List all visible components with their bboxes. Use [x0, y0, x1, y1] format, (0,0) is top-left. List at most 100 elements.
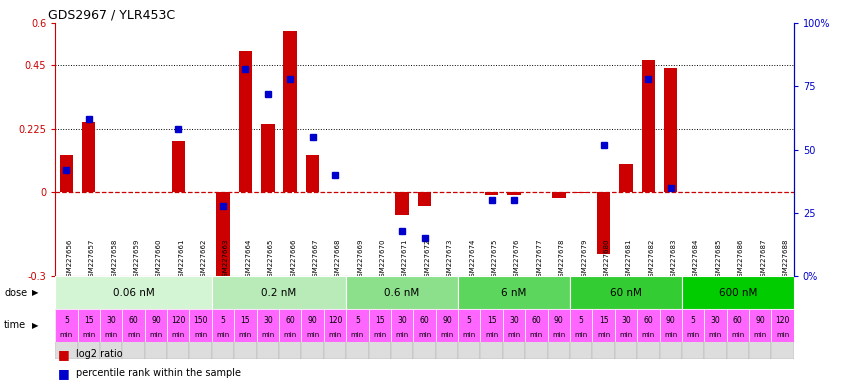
- Bar: [171, 141, 185, 192]
- Text: 60: 60: [285, 316, 295, 325]
- Text: ■: ■: [58, 367, 70, 380]
- Bar: [167, 276, 189, 359]
- Text: GSM227665: GSM227665: [267, 238, 274, 281]
- Text: GSM227656: GSM227656: [66, 238, 72, 281]
- Text: GSM227668: GSM227668: [335, 238, 341, 281]
- Text: GDS2967 / YLR453C: GDS2967 / YLR453C: [48, 9, 175, 22]
- Text: 60: 60: [733, 316, 743, 325]
- Bar: [144, 309, 167, 342]
- Bar: [256, 276, 279, 359]
- Text: min: min: [329, 332, 341, 338]
- Text: 90: 90: [442, 316, 452, 325]
- Bar: [55, 309, 77, 342]
- Text: min: min: [194, 332, 207, 338]
- Bar: [100, 276, 122, 359]
- Text: 30: 30: [621, 316, 631, 325]
- Text: 15: 15: [486, 316, 497, 325]
- Text: min: min: [418, 332, 431, 338]
- Bar: [664, 68, 678, 192]
- Bar: [346, 276, 368, 359]
- Text: 30: 30: [263, 316, 273, 325]
- Bar: [552, 192, 565, 198]
- Text: 60 nM: 60 nM: [610, 288, 642, 298]
- Bar: [593, 276, 615, 359]
- Text: ▶: ▶: [32, 288, 39, 297]
- Bar: [570, 276, 682, 309]
- Text: 0.06 nM: 0.06 nM: [113, 288, 155, 298]
- Text: 90: 90: [151, 316, 160, 325]
- Text: GSM227667: GSM227667: [312, 238, 318, 281]
- Text: GSM227687: GSM227687: [760, 238, 767, 281]
- Bar: [212, 309, 234, 342]
- Text: time: time: [4, 320, 26, 331]
- Text: min: min: [642, 332, 655, 338]
- Text: GSM227685: GSM227685: [716, 238, 722, 281]
- Text: 6 nM: 6 nM: [502, 288, 526, 298]
- Bar: [77, 309, 100, 342]
- Bar: [660, 309, 682, 342]
- Text: GSM227677: GSM227677: [537, 238, 543, 281]
- Text: GSM227669: GSM227669: [357, 238, 363, 281]
- Bar: [122, 276, 144, 359]
- Bar: [458, 309, 481, 342]
- Text: GSM227673: GSM227673: [447, 238, 453, 281]
- Bar: [261, 124, 274, 192]
- Bar: [239, 51, 252, 192]
- Text: 30: 30: [509, 316, 519, 325]
- Bar: [216, 192, 230, 282]
- Bar: [481, 309, 503, 342]
- Bar: [396, 192, 409, 215]
- Bar: [279, 276, 301, 359]
- Text: min: min: [373, 332, 386, 338]
- Text: min: min: [284, 332, 297, 338]
- Bar: [413, 309, 436, 342]
- Text: GSM227684: GSM227684: [693, 238, 699, 281]
- Bar: [682, 309, 705, 342]
- Bar: [418, 192, 431, 206]
- Bar: [436, 276, 458, 359]
- Text: min: min: [441, 332, 453, 338]
- Bar: [212, 276, 346, 309]
- Bar: [234, 276, 256, 359]
- Text: min: min: [530, 332, 543, 338]
- Bar: [481, 276, 503, 359]
- Bar: [212, 276, 234, 359]
- Text: dose: dose: [4, 288, 27, 298]
- Bar: [597, 192, 610, 254]
- Text: 15: 15: [84, 316, 93, 325]
- Text: GSM227657: GSM227657: [89, 238, 95, 281]
- Bar: [368, 309, 391, 342]
- Text: min: min: [351, 332, 364, 338]
- Text: min: min: [754, 332, 767, 338]
- Text: GSM227681: GSM227681: [626, 238, 632, 281]
- Bar: [59, 156, 73, 192]
- Text: min: min: [485, 332, 498, 338]
- Bar: [749, 276, 772, 359]
- Bar: [615, 309, 637, 342]
- Text: min: min: [552, 332, 565, 338]
- Text: GSM227663: GSM227663: [223, 238, 229, 281]
- Bar: [82, 122, 95, 192]
- Text: 15: 15: [599, 316, 609, 325]
- Text: GSM227678: GSM227678: [559, 238, 565, 281]
- Text: GSM227676: GSM227676: [514, 238, 520, 281]
- Text: percentile rank within the sample: percentile rank within the sample: [76, 368, 241, 379]
- Text: 60: 60: [644, 316, 653, 325]
- Text: GSM227659: GSM227659: [133, 238, 139, 281]
- Text: 600 nM: 600 nM: [718, 288, 757, 298]
- Bar: [413, 276, 436, 359]
- Bar: [306, 156, 319, 192]
- Bar: [570, 309, 593, 342]
- Bar: [772, 276, 794, 359]
- Bar: [55, 276, 77, 359]
- Bar: [144, 276, 167, 359]
- Text: 60: 60: [419, 316, 430, 325]
- Bar: [256, 309, 279, 342]
- Text: GSM227664: GSM227664: [245, 238, 251, 281]
- Text: GSM227674: GSM227674: [469, 238, 475, 281]
- Text: GSM227679: GSM227679: [582, 238, 588, 281]
- Bar: [323, 276, 346, 359]
- Text: ▶: ▶: [32, 321, 39, 330]
- Bar: [526, 309, 548, 342]
- Text: 30: 30: [711, 316, 720, 325]
